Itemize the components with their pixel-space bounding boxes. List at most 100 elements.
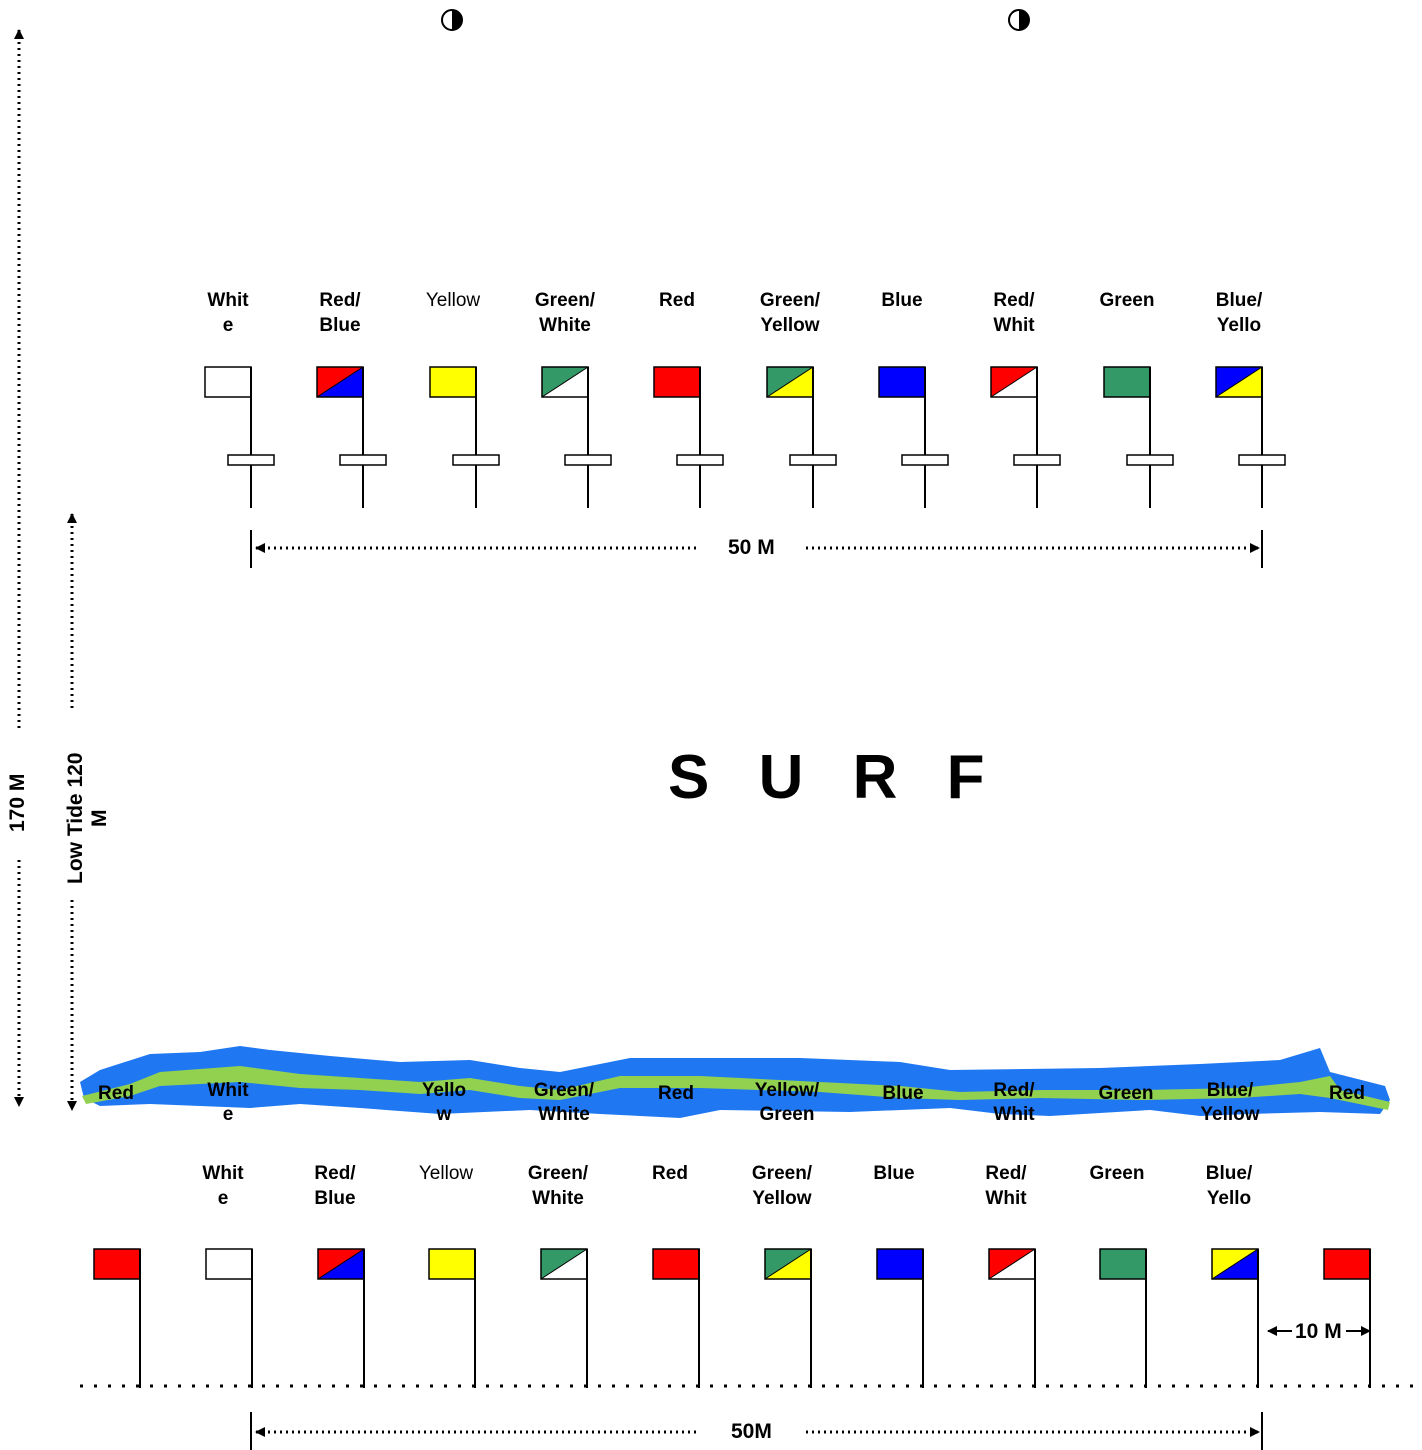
bottom-flag-label-line1: Blue (873, 1163, 915, 1184)
top-flag-label: Blue (842, 288, 962, 313)
channel-label: Whit e (168, 1079, 288, 1127)
bottom-flag-6 (764, 1248, 812, 1388)
low-tide-label-line2: M (88, 809, 111, 828)
top-width-dimension (250, 530, 1263, 568)
top-flag-label: Red/Blue (280, 288, 400, 338)
top-flag-label: Whit e (168, 288, 288, 338)
bottom-flag-2 (317, 1248, 365, 1388)
bottom-flag-label: Blue (834, 1161, 954, 1186)
channel-label-line1: Blue (882, 1083, 924, 1104)
top-flag-label-line2: e (222, 315, 234, 336)
channel-label-line2: White (538, 1104, 590, 1125)
top-flag-label-line1: Red/ (993, 290, 1035, 311)
bottom-flag-label-line1: Whit (202, 1163, 244, 1184)
channel-label: Blue (843, 1082, 963, 1106)
channel-label-line1: Whit (207, 1080, 249, 1101)
channel-label-line1: Yello (421, 1080, 467, 1101)
top-flag-label: Green/Yellow (730, 288, 850, 338)
channel-label-line1: Blue/ (1206, 1080, 1254, 1101)
top-flag-8 (1103, 366, 1174, 508)
bottom-flag-0 (93, 1248, 141, 1388)
channel-label-line1: Green/ (533, 1080, 595, 1101)
channel-label: Yello w (384, 1079, 504, 1127)
top-flag-5 (766, 366, 837, 508)
water-channel (80, 1046, 1390, 1118)
channel-label: Red (616, 1082, 736, 1106)
channel-label: Green (1066, 1082, 1186, 1106)
bottom-flag-label-line2: Yellow (752, 1188, 812, 1209)
top-flag-9 (1215, 366, 1286, 508)
bottom-flag-label: Green (1057, 1161, 1177, 1186)
channel-label-line2: Yellow (1200, 1104, 1260, 1125)
channel-label-line1: Red/ (993, 1080, 1035, 1101)
channel-label-line1: Red (1329, 1083, 1365, 1104)
total-distance-label: 170 M (6, 773, 29, 832)
channel-label-line1: Yellow/ (754, 1080, 820, 1101)
channel-label: Red/Whit (954, 1079, 1074, 1127)
top-flag-label-line1: Green/ (759, 290, 821, 311)
top-flag-label: Red/Whit (954, 288, 1074, 338)
top-flag-3 (541, 366, 612, 508)
bottom-flag-label-line2: e (217, 1188, 229, 1209)
bottom-flag-label-line2: Blue (314, 1188, 356, 1209)
top-flag-4 (653, 366, 724, 508)
top-flag-label-line1: Yellow (425, 290, 481, 311)
top-flag-label: Blue/Yello (1179, 288, 1299, 338)
spacing-label: 10 M (1295, 1320, 1342, 1343)
top-flag-6 (878, 366, 949, 508)
channel-label: Blue/Yellow (1170, 1079, 1290, 1127)
half-moon-icon (1008, 9, 1030, 31)
top-flag-label: Red (617, 288, 737, 313)
top-flag-0 (204, 366, 275, 508)
top-flag-label-line1: Green/ (534, 290, 596, 311)
top-flag-label-line1: Whit (207, 290, 249, 311)
bottom-width-label: 50M (731, 1420, 772, 1443)
channel-label: Green/White (504, 1079, 624, 1127)
top-flag-label: Yellow (393, 288, 513, 313)
bottom-flag-8 (988, 1248, 1036, 1388)
channel-label-line2: w (436, 1104, 452, 1125)
low-tide-label-line1: Low Tide 120 (64, 752, 87, 885)
channel-label-line2: e (222, 1104, 234, 1125)
channel-label-line1: Red (658, 1083, 694, 1104)
top-flag-2 (429, 366, 500, 508)
surf-label: S U R F (668, 743, 1001, 812)
bottom-flag-label-line2: White (532, 1188, 584, 1209)
bottom-flag-label: Whit e (163, 1161, 283, 1211)
top-flag-label-line2: Blue (319, 315, 361, 336)
top-flag-1 (316, 366, 387, 508)
bottom-flag-label: Red/Blue (275, 1161, 395, 1211)
bottom-flag-3 (428, 1248, 476, 1388)
half-moon-icon (441, 9, 463, 31)
bottom-flag-label: Red/Whit (946, 1161, 1066, 1211)
channel-label: Red (56, 1082, 176, 1106)
top-flag-7 (990, 366, 1061, 508)
bottom-flag-label-line1: Red/ (985, 1163, 1027, 1184)
bottom-flag-4 (540, 1248, 588, 1388)
bottom-flag-label: Blue/Yello (1169, 1161, 1289, 1211)
top-width-label: 50 M (728, 536, 775, 559)
channel-label-line1: Red (98, 1083, 134, 1104)
bottom-flag-9 (1099, 1248, 1147, 1388)
bottom-flag-10 (1211, 1248, 1259, 1388)
bottom-flag-label-line1: Green/ (751, 1163, 813, 1184)
channel-label-line2: Whit (993, 1104, 1035, 1125)
bottom-flag-label-line1: Red (652, 1163, 688, 1184)
bottom-flag-5 (652, 1248, 700, 1388)
channel-label: Red (1287, 1082, 1407, 1106)
top-flag-label-line2: Yellow (760, 315, 820, 336)
top-flag-label-line1: Red (659, 290, 695, 311)
bottom-flag-label-line2: Yello (1206, 1188, 1252, 1209)
channel-label: Yellow/Green (727, 1079, 847, 1127)
channel-label-line2: Green (759, 1104, 815, 1125)
bottom-flag-label-line1: Yellow (418, 1163, 474, 1184)
bottom-flag-label: Red (610, 1161, 730, 1186)
top-flag-label-line1: Blue (881, 290, 923, 311)
bottom-width-dimension (250, 1412, 1263, 1450)
bottom-flag-label: Yellow (386, 1161, 506, 1186)
bottom-flag-label-line1: Red/ (314, 1163, 356, 1184)
top-flag-label-line1: Red/ (319, 290, 361, 311)
top-flag-label-line2: White (539, 315, 591, 336)
top-flag-label: Green (1067, 288, 1187, 313)
